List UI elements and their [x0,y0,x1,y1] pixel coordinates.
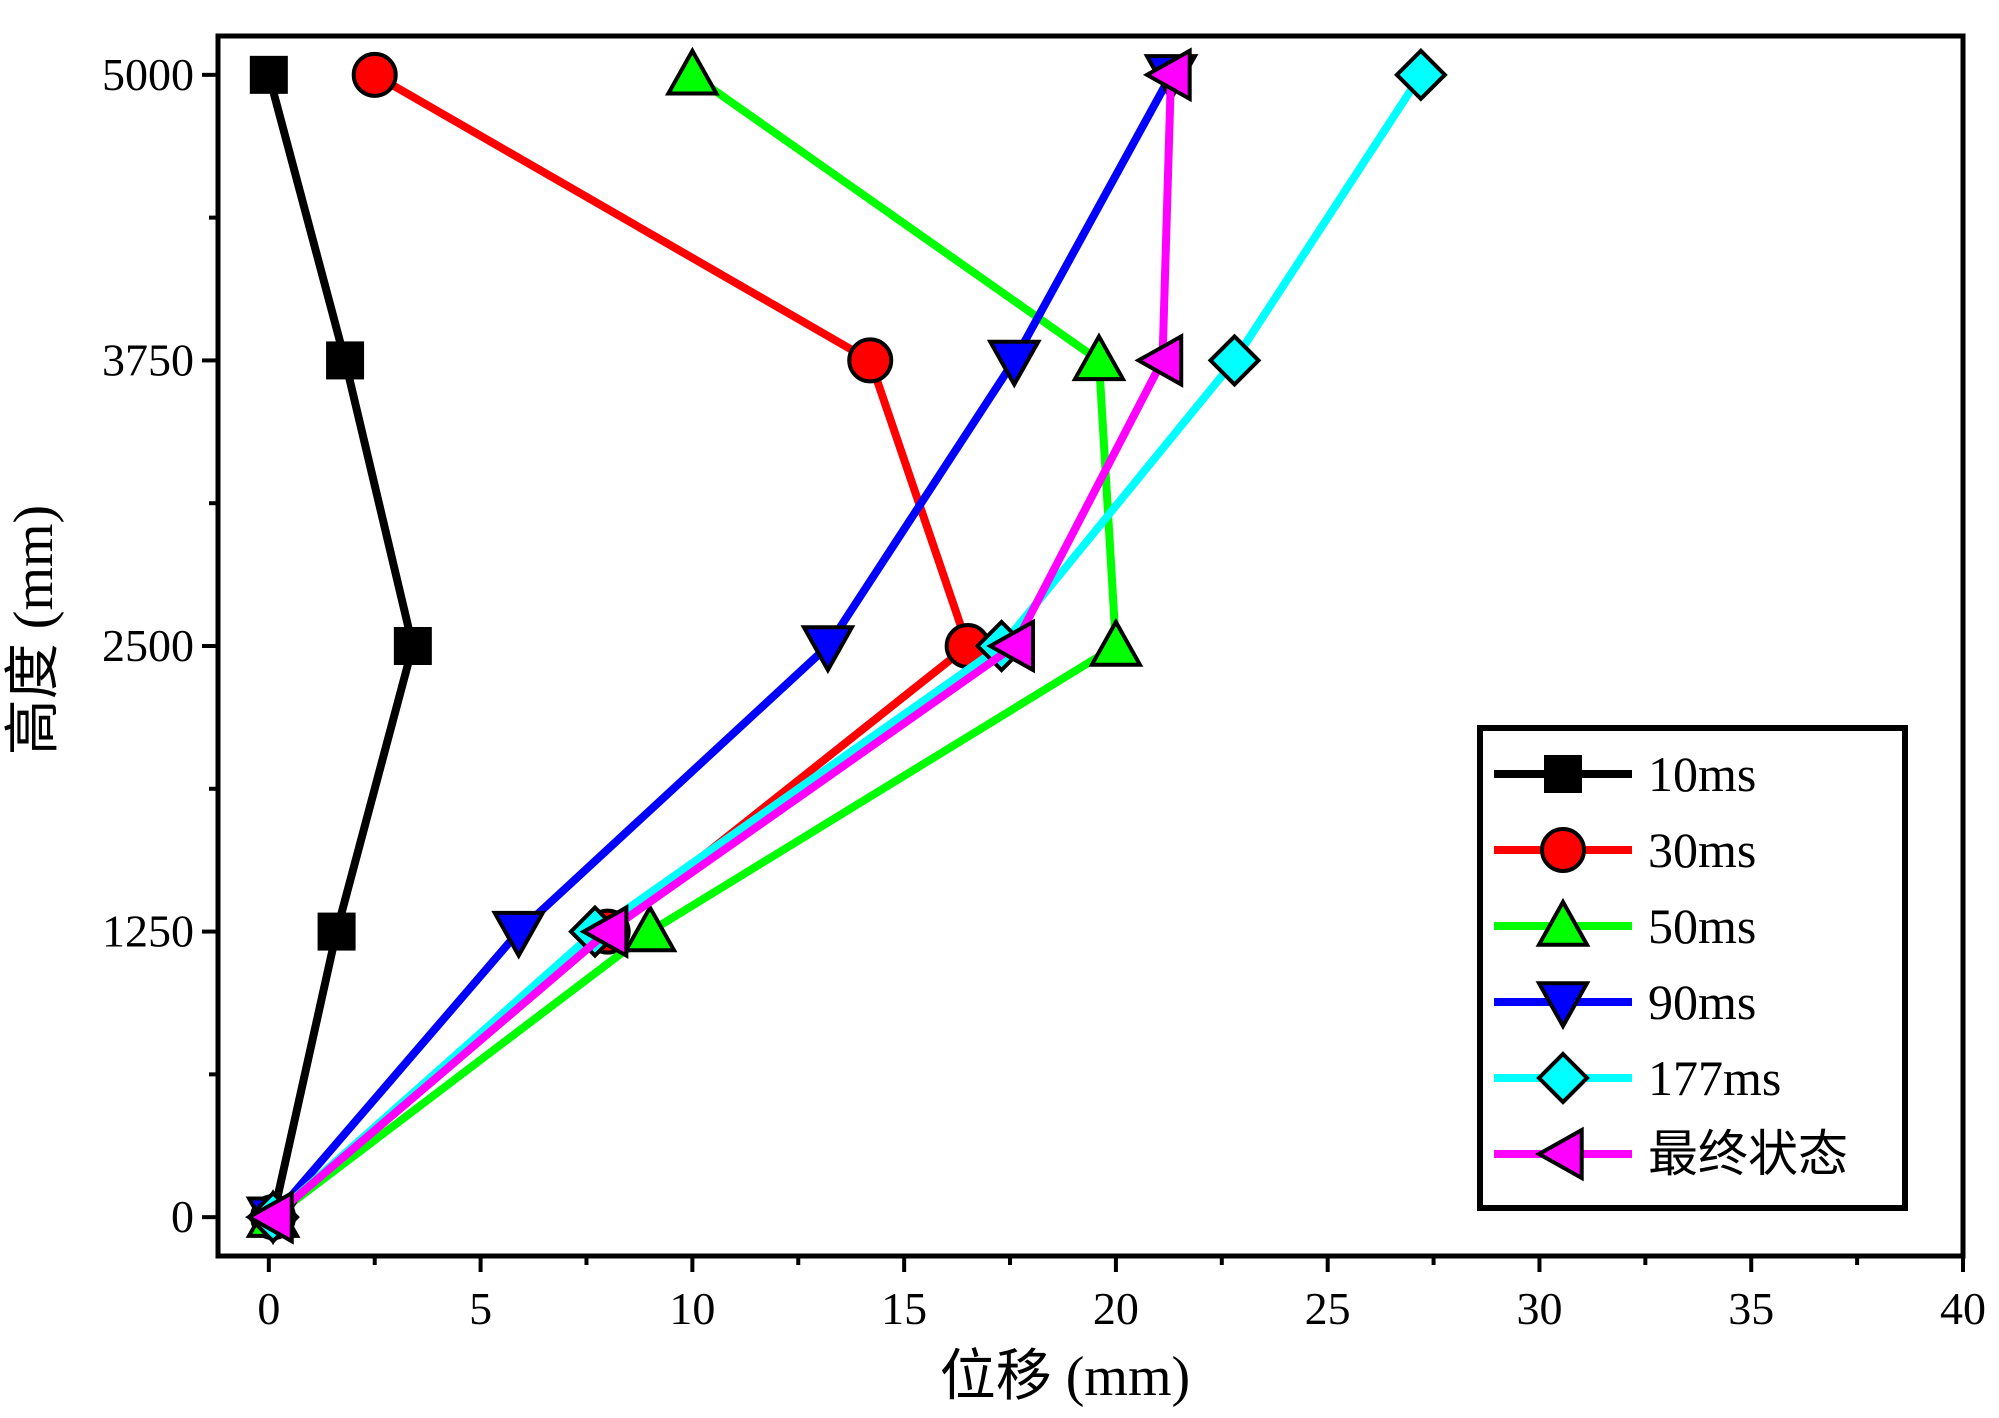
data-point [622,903,678,953]
data-point [1207,333,1262,388]
data-point [986,618,1035,674]
data-point [244,1189,294,1245]
legend-marker [1535,897,1591,947]
y-tick-label: 1250 [102,906,194,957]
data-point [393,627,432,665]
series-line [264,70,417,1222]
data-point [317,912,356,951]
legend-label: 50ms [1648,898,1756,954]
legend-label: 最终状态 [1648,1126,1848,1182]
legend-marker [1536,1051,1590,1105]
data-point [1142,47,1192,103]
legend-box [1477,725,1908,1211]
series-3 [245,54,1199,1246]
data-point [664,46,720,96]
data-point [800,625,856,675]
x-tick-label: 20 [1093,1283,1139,1334]
x-tick-label: 5 [469,1283,492,1334]
x-tick-label: 0 [257,1283,280,1334]
data-point [249,55,288,94]
series-5 [244,47,1192,1245]
legend-label: 177ms [1648,1050,1781,1106]
x-tick-label: 35 [1728,1283,1774,1334]
data-point [1088,617,1144,667]
legend-label: 30ms [1648,822,1756,878]
legend: 10ms 30ms 50ms 90ms 177ms 最终状态 [1477,725,1908,1211]
series-0 [249,55,432,1237]
x-tick-label: 10 [669,1283,715,1334]
axes-group: 0 5 10 15 20 25 30 35 40 0 1250 2500 3750 5000 [102,33,1986,1334]
x-tick-label: 30 [1516,1283,1562,1334]
x-axis-label: 位移 (mm) [940,1346,1190,1408]
legend-label: 90ms [1648,974,1756,1030]
y-axis-label: 高度 (mm) [3,505,65,755]
legend-marker [1540,827,1586,873]
legend-marker [1534,1126,1584,1182]
data-point [1394,48,1448,102]
series-line [269,70,972,1222]
legend-marker [1535,981,1591,1031]
series-line [269,70,1425,1222]
legend-label: 10ms [1648,746,1756,802]
x-tick-label: 15 [881,1283,927,1334]
y-tick-label: 5000 [102,49,194,100]
y-tick-label: 3750 [102,334,194,385]
data-point [579,904,629,959]
y-tick-label: 2500 [102,620,194,671]
series-1 [250,51,991,1241]
x-tick-label: 25 [1305,1283,1351,1334]
data-point [847,337,894,384]
data-point [1134,333,1184,388]
series-2 [245,46,1144,1238]
data-point [986,339,1042,389]
data-point [351,51,398,98]
data-point [1071,332,1127,382]
y-tick-label: 0 [171,1191,194,1242]
series-group [244,46,1448,1246]
data-point [326,341,365,380]
legend-marker [1544,755,1582,793]
data-point [491,910,547,960]
x-tick-label: 40 [1940,1283,1986,1334]
